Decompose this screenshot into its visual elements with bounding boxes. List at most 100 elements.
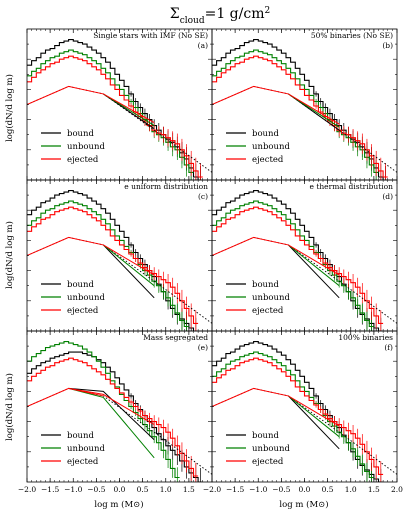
fit-ejected-f [288,395,340,427]
title-sup: 2 [264,6,270,16]
x-tick-label: 1.5 [183,485,195,494]
series-unbound-d [212,200,374,328]
legend-label-unbound: unbound [67,444,105,454]
legend-label-unbound: unbound [67,293,105,303]
panel-a: Single stars with IMF (No SE)(a) bound unb… [26,28,213,181]
fit-ejected-c [103,244,155,276]
fit-unbound-d [287,244,340,287]
x-tick-label: −2.0 [203,485,221,494]
plot-area-a [27,39,212,180]
legend-label-ejected: ejected [252,457,284,467]
legend-label-bound: bound [252,431,280,441]
x-tick-label: −0.5 [87,485,105,494]
panel-title-b: 50% binaries (No SE) [311,31,393,40]
x-tick-label: 1.0 [345,485,357,494]
x-tick-label: −1.5 [226,485,244,494]
panel-f: 100% binaries(f)boundunboundejected−2.0−… [203,330,403,494]
panel-label-a: (a) [198,41,208,50]
panel-title-a: Single stars with IMF (No SE) [93,31,208,40]
title-rest: =1 g/cm [205,6,265,22]
x-axis-label-right: log m (M⊙) [279,499,328,510]
legend-label-ejected: ejected [67,155,99,165]
imf-segment-d [212,236,289,256]
imf-segment-f [212,387,289,407]
panel-b: 50% binaries (No SE)(b) bound unbound eject… [211,28,398,181]
imf-segment-b [212,85,289,105]
panel-label-f: (f) [384,343,393,352]
plot-area-d [212,190,397,331]
legend-label-unbound: unbound [252,293,290,303]
panel-c: e uniform distribution(c) bound unbound eje… [26,179,213,332]
x-tick-label: 0.0 [114,485,126,494]
imf-segment-e [27,387,104,407]
legend-label-bound: bound [67,431,95,441]
fit-ejected-d [288,244,340,276]
panel-title-c: e uniform distribution [124,182,208,191]
y-axis-label-bottom: log(dN/d log m) [4,373,15,441]
fit-unbound-c [102,244,155,287]
plot-area-e [27,341,212,482]
fit-bound-d [287,244,340,299]
fit-ejected-a [103,93,155,124]
legend-label-bound: bound [67,129,95,139]
panel-title-d: e thermal distribution [310,182,394,191]
series-bound-d [212,190,384,331]
series-ejected-d [212,206,384,324]
x-axis-label-left: log m (M⊙) [94,499,143,510]
panel-label-b: (b) [382,41,393,50]
y-axis-label-middle: log(dN/d log m) [4,221,15,289]
title-sigma: Σ [170,6,180,22]
panel-label-d: (d) [382,192,393,201]
fit-bound-f [287,395,340,450]
x-tick-label: 1.5 [368,485,380,494]
series-ejected-e [27,357,199,477]
panels: Single stars with IMF (No SE)(a) bound unb… [18,28,403,494]
series-bound-e [27,351,203,482]
fit-ejected-b [288,93,340,125]
legend-label-bound: bound [252,129,280,139]
legend-label-bound: bound [67,280,95,290]
series-bound-f [212,341,384,482]
legend-label-ejected: ejected [67,306,99,316]
series-ejected-c [27,206,199,324]
plot-area-b [212,39,397,180]
series-bound-c [27,190,199,331]
x-tick-label: −0.5 [272,485,290,494]
fit-bound-c [102,244,155,299]
legend-label-ejected: ejected [252,306,284,316]
x-tick-label: 2.0 [391,485,403,494]
legend-label-bound: bound [252,280,280,290]
plot-area-c [27,190,212,331]
legend-label-unbound: unbound [252,142,290,152]
series-unbound-f [212,351,374,479]
title-sub: cloud [180,16,205,26]
panel-e: Mass segregated(e) bound unbound ejected −2.… [18,330,213,494]
x-tick-label: 0.5 [322,485,334,494]
panel-title-f: 100% binaries [338,333,393,342]
legend-label-ejected: ejected [252,155,284,165]
x-tick-label: −1.0 [249,485,267,494]
x-tick-label: −1.0 [64,485,82,494]
legend-label-unbound: unbound [67,142,105,152]
x-tick-label: 0.5 [137,485,149,494]
y-axis-label-top: log(dN/d log m) [4,74,15,142]
panel-d: e thermal distribution(d) bound unbound eje… [211,179,398,332]
x-tick-label: 0.0 [299,485,311,494]
x-tick-label: 1.0 [160,485,172,494]
plot-area-f [212,341,397,482]
panel-label-e: (e) [198,343,208,352]
x-tick-label: −2.0 [18,485,36,494]
series-ejected-f [212,357,384,475]
figure-title: Σcloud=1 g/cm2 [170,6,270,26]
panel-title-e: Mass segregated [143,333,208,342]
fit-bound-e [68,387,155,441]
imf-segment-a [27,85,104,105]
fit-unbound-f [287,395,340,438]
series-unbound-e [27,341,180,479]
legend-label-ejected: ejected [67,457,99,467]
series-unbound-c [27,200,189,328]
x-tick-label: −1.5 [41,485,59,494]
imf-segment-c [27,236,104,256]
panel-label-c: (c) [198,192,208,201]
